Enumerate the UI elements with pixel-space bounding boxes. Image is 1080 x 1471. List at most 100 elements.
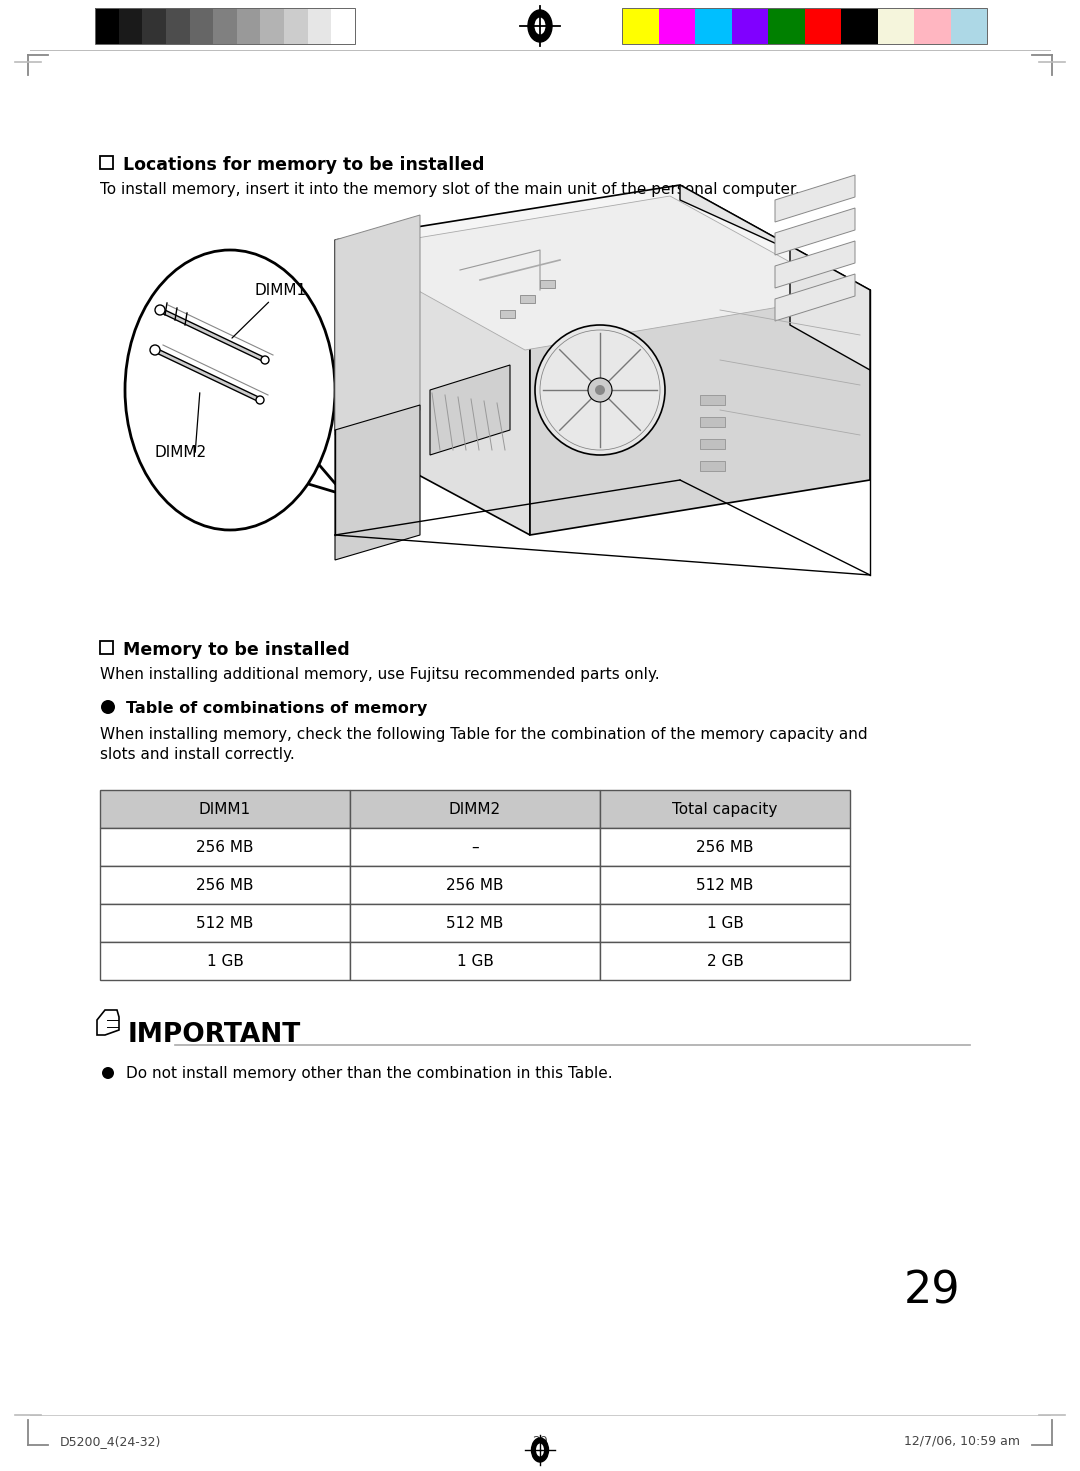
- Text: DIMM1: DIMM1: [232, 282, 307, 338]
- Polygon shape: [335, 405, 420, 560]
- Polygon shape: [345, 196, 850, 350]
- Text: Locations for memory to be installed: Locations for memory to be installed: [123, 156, 485, 174]
- Bar: [100, 941, 350, 980]
- Circle shape: [588, 378, 612, 402]
- Bar: [100, 790, 350, 828]
- Polygon shape: [775, 175, 855, 222]
- Text: Memory to be installed: Memory to be installed: [123, 641, 350, 659]
- Ellipse shape: [536, 1443, 544, 1456]
- Bar: [659, 7, 696, 44]
- Polygon shape: [775, 207, 855, 254]
- Text: D5200_4(24-32): D5200_4(24-32): [60, 1436, 161, 1447]
- Ellipse shape: [528, 10, 552, 43]
- Polygon shape: [430, 365, 510, 455]
- Text: IMPORTANT: IMPORTANT: [129, 1022, 301, 1047]
- Polygon shape: [530, 290, 870, 535]
- Circle shape: [535, 325, 665, 455]
- Text: 1 GB: 1 GB: [457, 953, 494, 968]
- Text: 512 MB: 512 MB: [197, 915, 254, 931]
- Ellipse shape: [535, 18, 545, 34]
- Bar: [350, 866, 600, 905]
- Text: Total capacity: Total capacity: [673, 802, 778, 816]
- Ellipse shape: [125, 250, 335, 530]
- Circle shape: [150, 346, 160, 355]
- Text: –: –: [471, 840, 478, 855]
- Circle shape: [102, 1066, 114, 1080]
- Text: Do not install memory other than the combination in this Table.: Do not install memory other than the com…: [126, 1066, 612, 1081]
- Circle shape: [156, 304, 165, 315]
- Text: 2 GB: 2 GB: [706, 953, 743, 968]
- Text: 29: 29: [532, 1436, 548, 1447]
- Bar: [600, 866, 850, 905]
- Bar: [350, 828, 600, 866]
- Bar: [622, 7, 987, 44]
- Polygon shape: [335, 240, 530, 535]
- Bar: [143, 7, 166, 44]
- Bar: [100, 905, 350, 941]
- Text: Table of combinations of memory: Table of combinations of memory: [126, 702, 428, 716]
- Bar: [350, 905, 600, 941]
- Text: 256 MB: 256 MB: [697, 840, 754, 855]
- Bar: [284, 7, 308, 44]
- Text: 256 MB: 256 MB: [197, 840, 254, 855]
- Bar: [600, 790, 850, 828]
- Bar: [308, 7, 332, 44]
- Bar: [600, 828, 850, 866]
- Bar: [700, 438, 725, 449]
- Text: When installing memory, check the following Table for the combination of the mem: When installing memory, check the follow…: [100, 727, 867, 741]
- Polygon shape: [335, 185, 870, 346]
- Bar: [213, 7, 237, 44]
- Text: 512 MB: 512 MB: [697, 878, 754, 893]
- Circle shape: [595, 385, 605, 396]
- Text: 256 MB: 256 MB: [446, 878, 503, 893]
- Bar: [622, 7, 659, 44]
- Text: DIMM2: DIMM2: [449, 802, 501, 816]
- Bar: [500, 310, 515, 318]
- Text: To install memory, insert it into the memory slot of the main unit of the person: To install memory, insert it into the me…: [100, 182, 800, 197]
- Bar: [519, 296, 535, 303]
- Polygon shape: [775, 241, 855, 288]
- Bar: [768, 7, 805, 44]
- Bar: [600, 941, 850, 980]
- Bar: [841, 7, 877, 44]
- Bar: [100, 641, 113, 655]
- Bar: [237, 7, 260, 44]
- Text: slots and install correctly.: slots and install correctly.: [100, 747, 295, 762]
- Text: 29: 29: [903, 1269, 960, 1314]
- Circle shape: [261, 356, 269, 363]
- Text: 1 GB: 1 GB: [706, 915, 743, 931]
- Text: 256 MB: 256 MB: [197, 878, 254, 893]
- Bar: [600, 905, 850, 941]
- Polygon shape: [335, 215, 420, 435]
- Text: 12/7/06, 10:59 am: 12/7/06, 10:59 am: [904, 1436, 1020, 1447]
- Bar: [100, 866, 350, 905]
- Text: 512 MB: 512 MB: [446, 915, 503, 931]
- Bar: [914, 7, 950, 44]
- Bar: [350, 790, 600, 828]
- Bar: [731, 7, 768, 44]
- Bar: [100, 156, 113, 169]
- Bar: [95, 7, 119, 44]
- Bar: [877, 7, 914, 44]
- Bar: [700, 460, 725, 471]
- Polygon shape: [680, 185, 870, 371]
- Bar: [332, 7, 355, 44]
- Circle shape: [256, 396, 264, 405]
- Polygon shape: [295, 460, 345, 496]
- Bar: [700, 396, 725, 405]
- Bar: [166, 7, 190, 44]
- Text: DIMM2: DIMM2: [156, 446, 207, 460]
- Bar: [700, 416, 725, 427]
- Bar: [95, 7, 355, 44]
- Text: 1 GB: 1 GB: [206, 953, 243, 968]
- Circle shape: [102, 700, 114, 713]
- Bar: [696, 7, 731, 44]
- Bar: [540, 279, 555, 288]
- Bar: [350, 941, 600, 980]
- Bar: [950, 7, 987, 44]
- Bar: [190, 7, 213, 44]
- Bar: [100, 828, 350, 866]
- Bar: [260, 7, 284, 44]
- Ellipse shape: [531, 1439, 549, 1462]
- Polygon shape: [775, 274, 855, 321]
